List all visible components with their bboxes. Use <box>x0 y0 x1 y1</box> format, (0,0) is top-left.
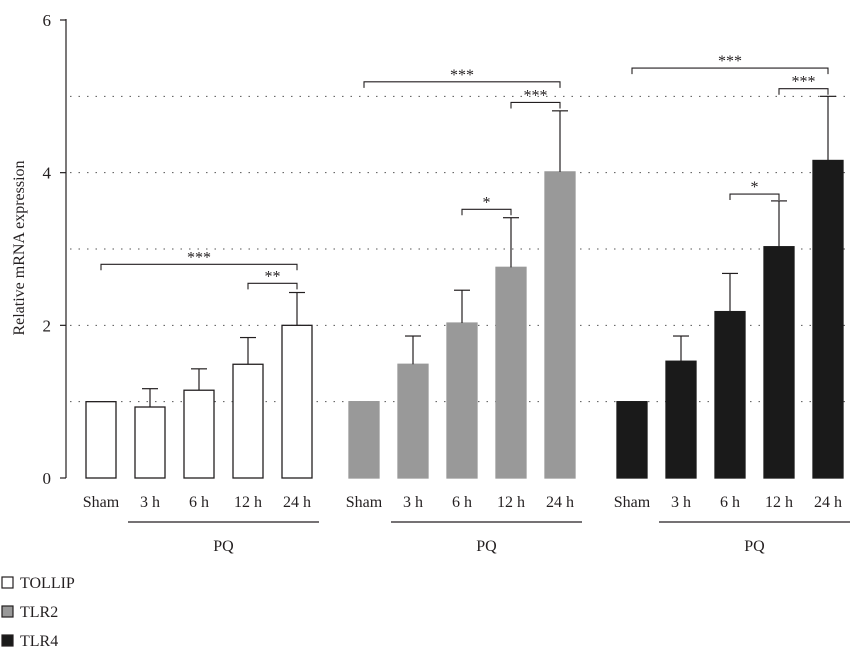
bar-TLR2-2 <box>446 322 478 479</box>
bars <box>85 159 844 479</box>
x-label-TOLLIP-4: 24 h <box>283 494 311 511</box>
sig-label-TLR2-0: *** <box>450 67 474 84</box>
bar-TLR4-2 <box>714 310 746 479</box>
group-label-TLR2: PQ <box>476 538 497 555</box>
bar-TLR4-1 <box>665 360 697 479</box>
sig-bracket-TLR2-0 <box>363 81 561 88</box>
y-axis-ticks: 0 2 4 6 <box>43 11 66 488</box>
sig-bracket-TLR4-0 <box>631 67 829 75</box>
bar-TOLLIP-4 <box>281 324 313 479</box>
error-bars <box>142 95 836 408</box>
x-label-TLR2-0: Sham <box>346 494 383 511</box>
legend-label-1: TLR2 <box>20 604 58 621</box>
y-axis-label: Relative mRNA expression <box>11 160 28 335</box>
bar-TLR4-3 <box>763 246 795 479</box>
legend-label-2: TLR4 <box>20 633 58 650</box>
x-label-TOLLIP-2: 6 h <box>189 494 209 511</box>
bar-TLR2-3 <box>495 266 527 479</box>
legend-swatch-1 <box>1 605 14 618</box>
x-label-TLR2-1: 3 h <box>403 494 423 511</box>
y-tick-label-0: 0 <box>43 469 52 488</box>
sig-label-TLR4-0: *** <box>718 53 742 70</box>
bar-TOLLIP-2 <box>183 389 215 479</box>
bar-TOLLIP-1 <box>134 406 166 479</box>
group-label-TLR4: PQ <box>744 538 765 555</box>
bar-TLR2-0 <box>348 401 380 479</box>
significance-brackets: ******************* <box>100 53 829 290</box>
group-label-TOLLIP: PQ <box>213 538 234 555</box>
x-label-TLR2-2: 6 h <box>452 494 472 511</box>
x-label-TLR4-2: 6 h <box>720 494 740 511</box>
x-label-TOLLIP-0: Sham <box>83 494 120 511</box>
y-tick-label-2: 4 <box>43 164 52 183</box>
bar-TLR4-0 <box>616 401 648 479</box>
x-label-TLR2-3: 12 h <box>497 494 525 511</box>
sig-label-TOLLIP-0: *** <box>187 249 211 266</box>
sig-label-TLR2-1: *** <box>524 87 548 104</box>
x-label-TOLLIP-3: 12 h <box>234 494 262 511</box>
bar-TLR4-4 <box>812 159 844 479</box>
x-label-TLR4-0: Sham <box>614 494 651 511</box>
x-label-TLR4-4: 24 h <box>814 494 842 511</box>
sig-label-TLR4-1: *** <box>792 74 816 91</box>
x-label-TLR4-3: 12 h <box>765 494 793 511</box>
sig-bracket-TLR4-1 <box>778 88 829 95</box>
legend-swatch-2 <box>1 634 14 647</box>
sig-bracket-TLR2-2 <box>461 208 512 216</box>
y-tick-label-1: 2 <box>43 316 52 335</box>
sig-bracket-TLR4-2 <box>729 193 780 201</box>
legend-label-0: TOLLIP <box>20 575 75 592</box>
bar-TLR2-1 <box>397 363 429 479</box>
sig-label-TLR4-2: * <box>751 179 759 196</box>
x-label-TLR4-1: 3 h <box>671 494 691 511</box>
sig-bracket-TOLLIP-0 <box>100 263 298 271</box>
sig-label-TLR2-2: * <box>483 194 491 211</box>
sig-bracket-TLR2-1 <box>510 101 561 109</box>
legend-swatch-0 <box>1 576 14 589</box>
sig-bracket-TOLLIP-1 <box>247 282 298 290</box>
x-label-TOLLIP-1: 3 h <box>140 494 160 511</box>
sig-label-TOLLIP-1: ** <box>265 268 281 285</box>
legend: TOLLIP TLR2 TLR4 <box>1 575 75 650</box>
x-axis-labels: Sham 3 h 6 h 12 h 24 h PQ Sham 3 h 6 h 12 h 24 h PQ… <box>83 494 850 555</box>
bar-TOLLIP-3 <box>232 363 264 479</box>
x-label-TLR2-4: 24 h <box>546 494 574 511</box>
bar-TLR2-4 <box>544 171 576 479</box>
y-tick-label-3: 6 <box>43 11 52 30</box>
bar-TOLLIP-0 <box>85 401 117 479</box>
